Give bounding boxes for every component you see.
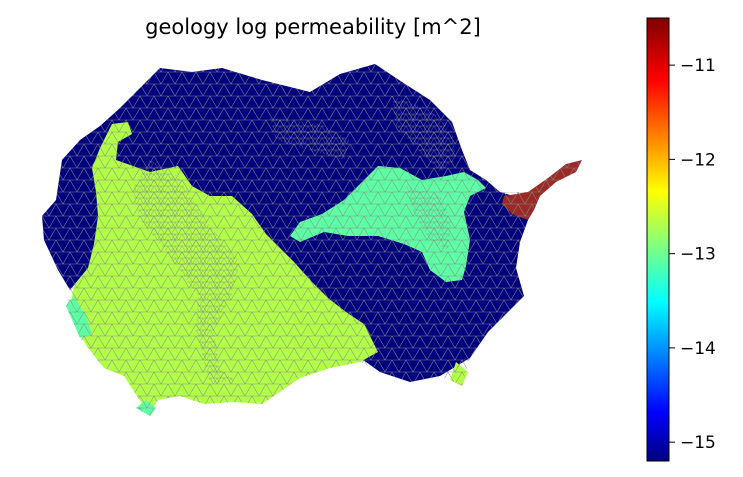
colorbar-tick-label: −11: [680, 56, 716, 76]
colorbar-ticks: −11 −12 −13 −14 −15: [669, 56, 716, 453]
colorbar: −11 −12 −13 −14 −15: [646, 17, 716, 462]
watershed-map: [42, 64, 582, 416]
mesh-refined-valley: [132, 160, 240, 384]
colorbar-tick-label: −12: [680, 150, 716, 170]
mesh-refined-north: [270, 118, 350, 160]
colorbar-gradient: [646, 17, 670, 462]
colorbar-tick-label: −14: [680, 339, 716, 359]
colorbar-tick-label: −13: [680, 245, 716, 265]
colorbar-tick-label: −15: [680, 433, 716, 453]
mesh-refined-east: [392, 96, 456, 172]
chart-title: geology log permeability [m^2]: [145, 15, 481, 39]
mesh-overlay: [42, 64, 582, 416]
mesh-refined-channel: [406, 186, 452, 250]
